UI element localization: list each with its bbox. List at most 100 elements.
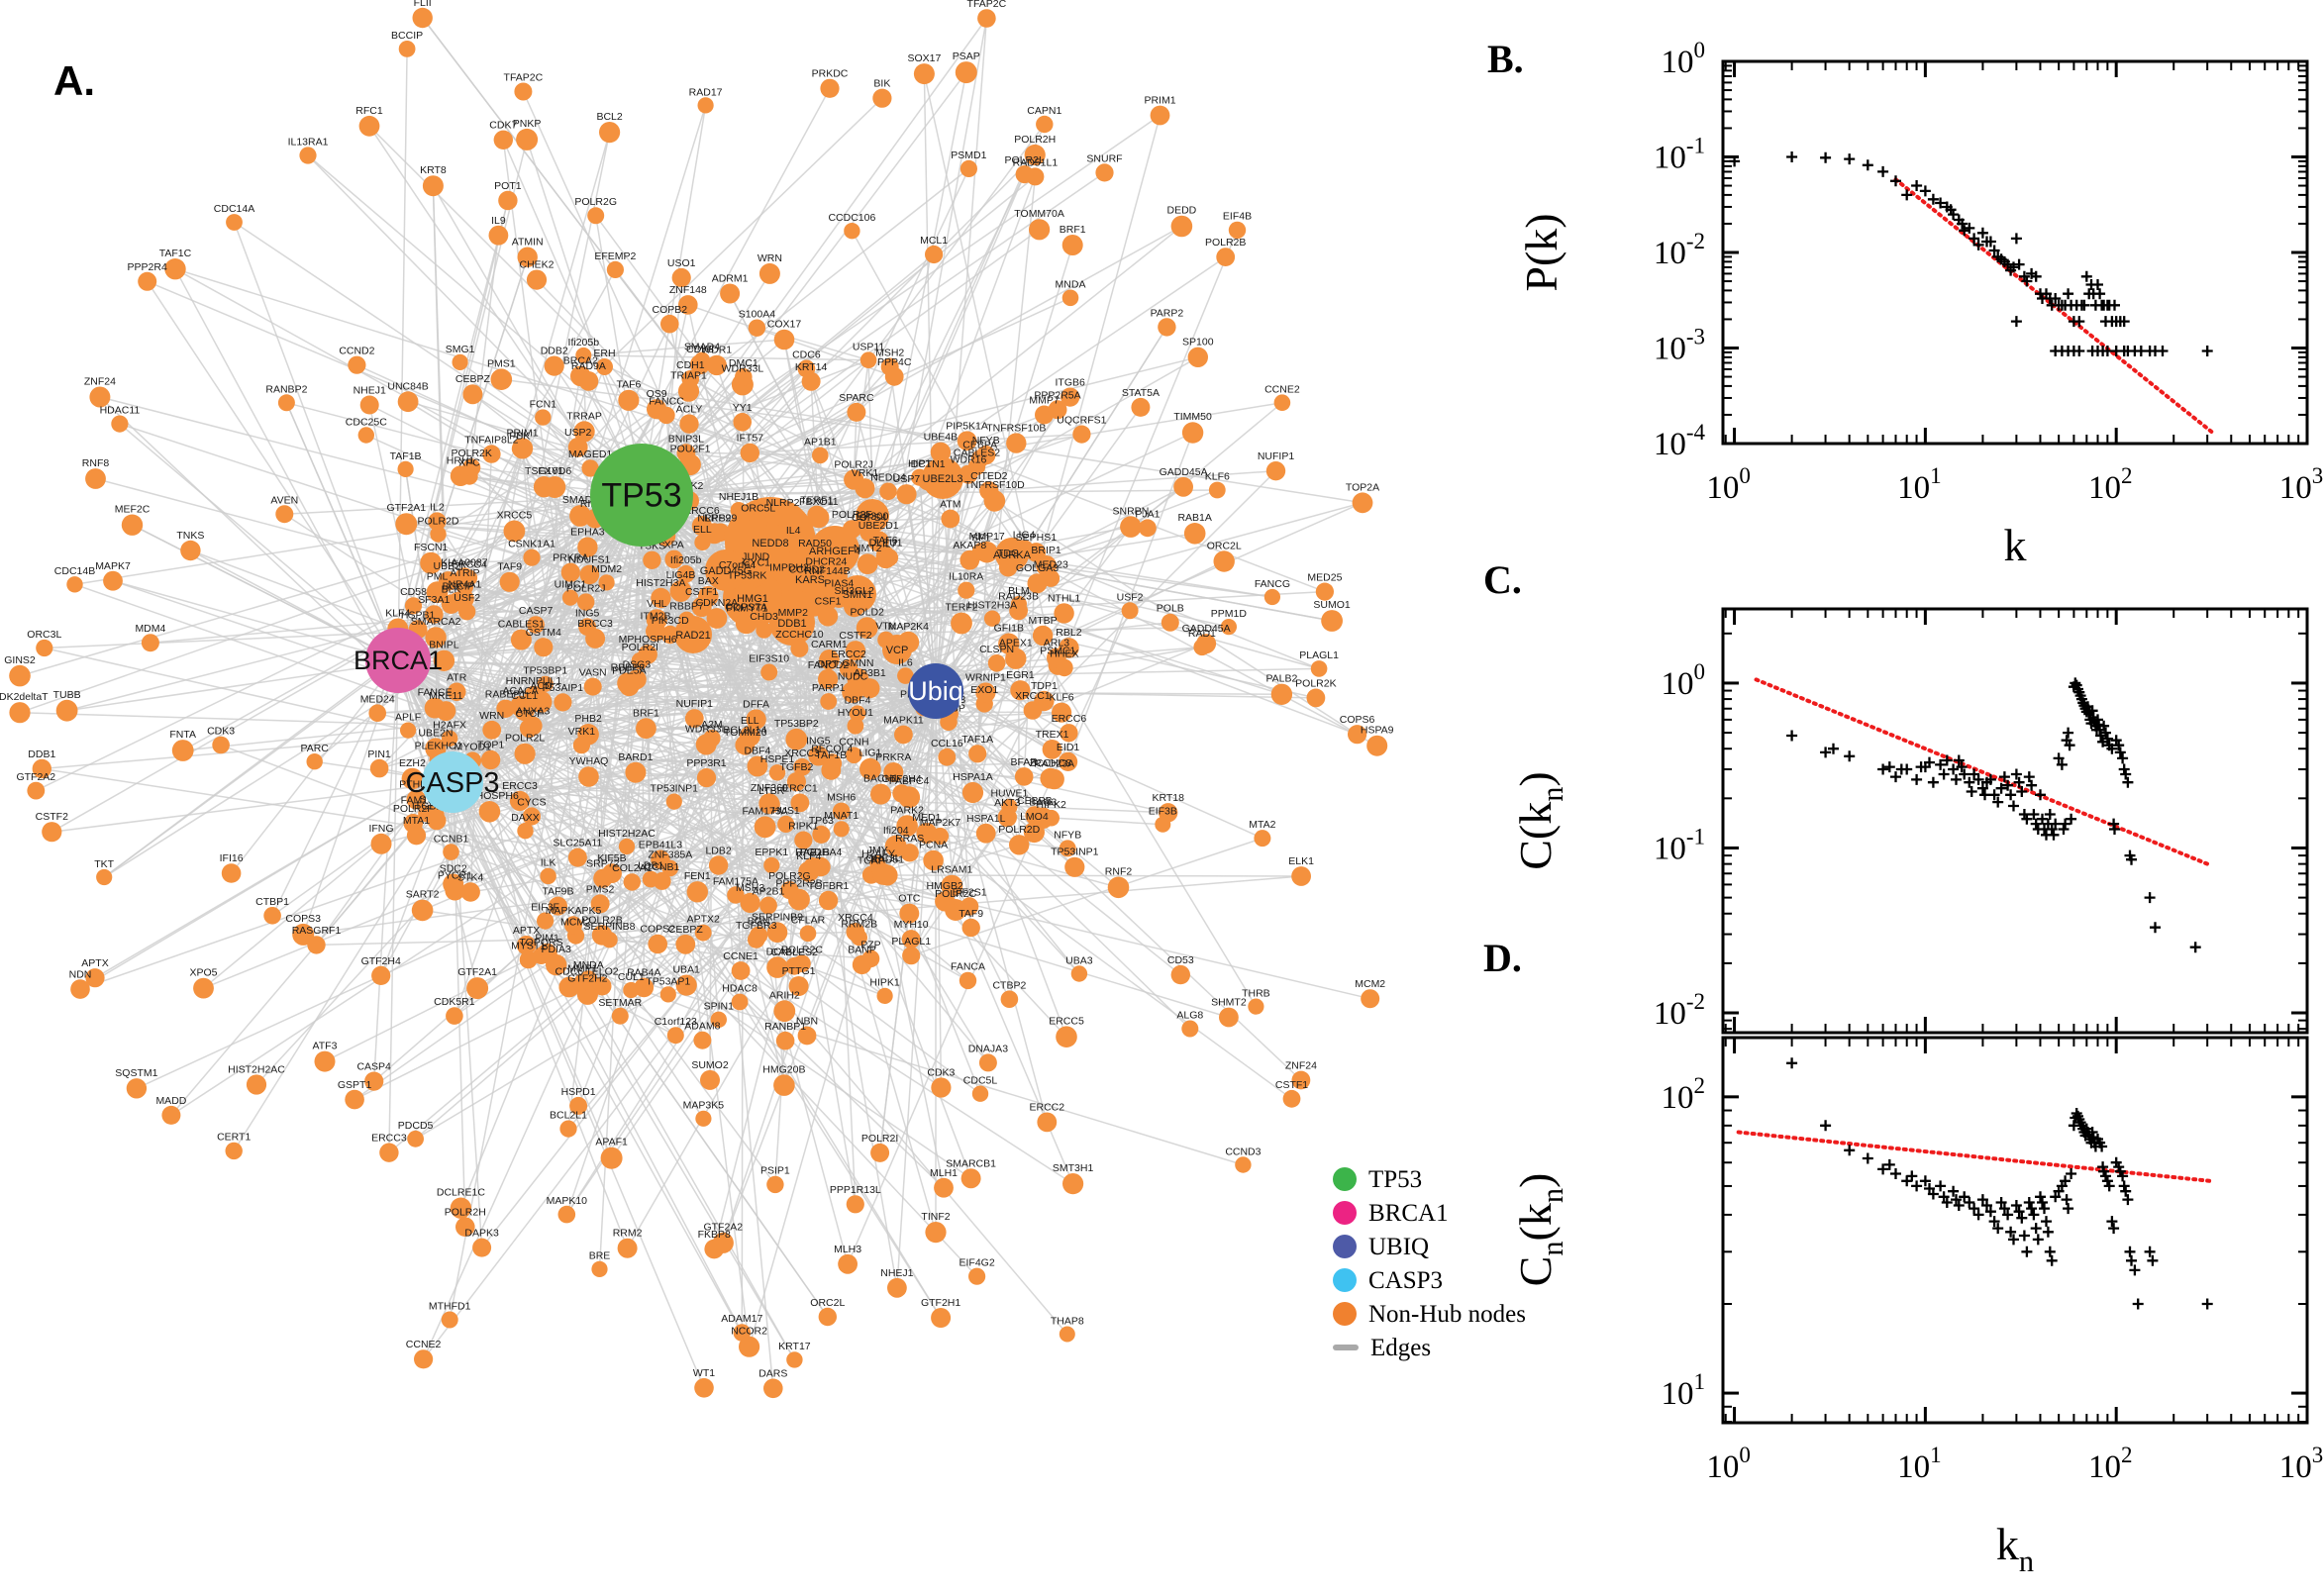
hub-nodes: TP53 BRCA1 CASP3 Ubiq bbox=[354, 444, 963, 813]
node-label: MAGED1 bbox=[568, 449, 613, 460]
node-label: PALB2 bbox=[1265, 673, 1297, 685]
node-label: POLR2K bbox=[451, 448, 491, 459]
node-label: PIAS4 bbox=[824, 578, 854, 590]
node-label: CEBPZ bbox=[455, 373, 491, 385]
node-label: AKT3 bbox=[994, 797, 1020, 809]
node-label: RNF144B bbox=[805, 565, 851, 577]
node-label: MED23 bbox=[1034, 558, 1068, 570]
node-label: HRH1 bbox=[447, 454, 475, 466]
node-label: EPPK1 bbox=[755, 847, 788, 858]
node-label: DCN bbox=[766, 946, 789, 957]
node-label: PPP4C bbox=[877, 356, 912, 368]
node-label: HSPA1A bbox=[953, 771, 993, 783]
node-label: ERCC2 bbox=[1030, 1102, 1065, 1114]
node-label: KRT14 bbox=[795, 361, 828, 373]
node-label: RAD51 bbox=[870, 854, 904, 866]
node-label: UBE2D1 bbox=[858, 520, 899, 532]
node-label: BRE bbox=[589, 1250, 611, 1262]
tick-label: 10-1 bbox=[1654, 134, 1705, 176]
node-label: POLR2B bbox=[1205, 237, 1246, 249]
panel-c-label: C. bbox=[1483, 557, 1522, 602]
node-label: CASP7 bbox=[519, 605, 554, 617]
node-label: DHCR24 bbox=[805, 555, 847, 567]
panel-b-label: B. bbox=[1487, 37, 1524, 81]
node-label: NMT2 bbox=[854, 543, 882, 554]
node-label: DLEU1 bbox=[869, 538, 903, 549]
node-label: GOLGA3 bbox=[1016, 562, 1059, 574]
node-label: MSH3 bbox=[736, 882, 764, 894]
node-label: BLK bbox=[442, 583, 461, 595]
tick-label: 10-2 bbox=[1654, 989, 1705, 1032]
node-label: KLF6 bbox=[1050, 692, 1074, 704]
node-label: CCL1 bbox=[511, 690, 538, 702]
hub-label: BRCA1 bbox=[354, 646, 443, 675]
node-label: ERCC3 bbox=[502, 780, 538, 792]
node-label: RAB4A bbox=[627, 967, 660, 979]
node-label: USO1 bbox=[667, 257, 696, 269]
node-label: MAP2K7 bbox=[920, 817, 961, 829]
node-label: SEPHS1 bbox=[1016, 532, 1058, 544]
node-label: IFNG bbox=[368, 823, 393, 835]
node-label: COPS3 bbox=[285, 913, 321, 925]
node-label: NUFIP1 bbox=[1258, 450, 1295, 462]
node-label: CAPN1 bbox=[1027, 105, 1061, 117]
node-label: HNRNPUL1 bbox=[506, 675, 562, 687]
node-label: DAPK3 bbox=[464, 1228, 499, 1240]
node-label: CERT1 bbox=[217, 1132, 251, 1144]
node-label: GADD45G bbox=[700, 565, 753, 577]
node-label: AURKA bbox=[993, 549, 1032, 561]
node-label: POLR2B bbox=[581, 914, 622, 926]
legend-label: CASP3 bbox=[1368, 1266, 1444, 1294]
node-label: CCND2 bbox=[789, 563, 825, 575]
node-label: ACACA bbox=[503, 685, 539, 697]
node-label: RRM2 bbox=[613, 1228, 643, 1240]
hub-tp53: TP53 bbox=[590, 444, 693, 547]
node-label: YY1 bbox=[733, 402, 753, 414]
node-label: ANXA3 bbox=[516, 706, 551, 718]
node-label: TAF1B bbox=[390, 450, 422, 462]
node-label: SF1 bbox=[971, 532, 990, 544]
node-label: ERCC4 bbox=[452, 559, 487, 571]
node-swatch-icon bbox=[1333, 1167, 1357, 1191]
node-label: SERPINB8 bbox=[584, 921, 636, 933]
node-label: PTTG1 bbox=[782, 965, 816, 977]
node-label: CTCF bbox=[516, 708, 544, 720]
node-label: USP2 bbox=[564, 427, 592, 439]
tick-label: 100 bbox=[1662, 659, 1706, 702]
node-label: TCAP bbox=[858, 855, 885, 867]
legend-label: TP53 bbox=[1368, 1165, 1423, 1193]
tick-label: 101 bbox=[1897, 1443, 1942, 1485]
node-label: CDK2deltaT bbox=[0, 691, 49, 703]
node-label: IFT57 bbox=[737, 433, 764, 445]
node-label: ZNF148 bbox=[669, 284, 707, 296]
node-label: VCP bbox=[886, 645, 909, 656]
node-label: NEDD8 bbox=[752, 538, 788, 549]
node-label: RANBP2 bbox=[265, 383, 307, 395]
node-label: SLC25A11 bbox=[553, 838, 602, 849]
node-label: IL9 bbox=[491, 215, 506, 227]
node-label: TAF1B bbox=[815, 749, 847, 761]
node-label: PJA1 bbox=[1135, 508, 1160, 520]
node-label: PABPC4 bbox=[889, 775, 930, 787]
node-label: ORC3L bbox=[27, 629, 61, 641]
node-label: RAB1A bbox=[1177, 512, 1211, 524]
node-label: POLR2L bbox=[1005, 154, 1045, 166]
node-label: TERF2 bbox=[945, 602, 977, 614]
node-label: POLB bbox=[1157, 603, 1184, 615]
node-label: CABLES2 bbox=[771, 947, 818, 958]
node-label: APAF1 bbox=[595, 1137, 628, 1148]
node-label: SQSTM1 bbox=[115, 1067, 157, 1079]
node-label: LDB2 bbox=[705, 845, 731, 856]
node-label: TFAP2C bbox=[504, 72, 544, 84]
node-label: GTF2H4 bbox=[881, 773, 921, 785]
non-hub-nodes bbox=[9, 7, 1388, 1399]
node-label: PRIM1 bbox=[1144, 95, 1175, 107]
node-label: AP1B1 bbox=[804, 437, 837, 449]
node-label: EIF2S1 bbox=[953, 886, 987, 898]
node-label: RBBP7 bbox=[669, 601, 704, 613]
node-label: TNKS bbox=[176, 530, 204, 542]
node-label: PLAGL1 bbox=[1299, 649, 1339, 661]
node-label: KRT8 bbox=[420, 164, 447, 176]
node-label: BFAR bbox=[1010, 756, 1038, 768]
node-label: MDM4 bbox=[135, 623, 165, 635]
